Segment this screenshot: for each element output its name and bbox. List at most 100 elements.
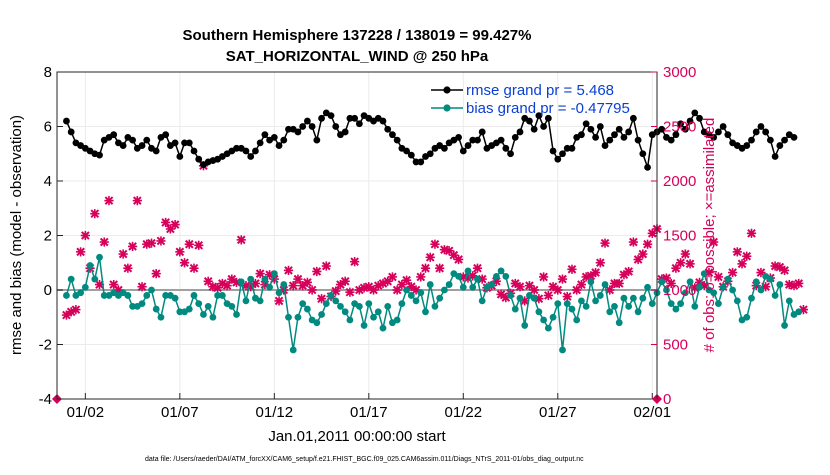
bias-point (752, 278, 760, 286)
bias-point (322, 300, 330, 308)
assimilated-point (175, 247, 185, 257)
bias-point (592, 297, 599, 305)
rmse-point (176, 153, 184, 160)
bias-point (568, 305, 576, 313)
rmse-point (389, 131, 396, 139)
y-tick-label-left: -4 (39, 391, 52, 408)
bias-point (407, 292, 415, 299)
bias-point (318, 311, 325, 318)
assimilated-point (321, 261, 331, 271)
assimilated-point (794, 278, 804, 289)
assimilated-point (425, 252, 435, 262)
assimilated-point (71, 305, 81, 315)
assimilated-point (416, 272, 426, 282)
bias-point (261, 275, 269, 283)
rmse-point (417, 158, 425, 166)
rmse-point (143, 136, 151, 144)
rmse-point (185, 139, 193, 147)
rmse-point (587, 125, 595, 133)
rmse-point (129, 136, 136, 144)
rmse-point (285, 125, 292, 133)
bias-point (129, 302, 136, 310)
rmse-point (530, 125, 538, 133)
rmse-point (615, 125, 623, 133)
rmse-point (403, 147, 411, 155)
assimilated-point (562, 291, 572, 302)
y-tick-label-right: 2500 (663, 119, 696, 136)
rmse-point (351, 114, 359, 122)
bias-point (606, 308, 614, 316)
bias-point (530, 294, 538, 302)
rmse-point (152, 147, 160, 155)
y-tick-label-right: 1500 (663, 228, 696, 245)
rmse-point (710, 134, 718, 141)
assimilated-point (742, 251, 752, 261)
assimilated-point (430, 239, 440, 249)
bias-point (289, 346, 297, 354)
bias-point (157, 313, 165, 321)
y-tick-label-right: 2000 (663, 173, 696, 190)
rmse-point (563, 144, 571, 152)
rmse-point (667, 136, 675, 144)
rmse-point (275, 142, 283, 149)
x-tick-label: 01/12 (256, 404, 294, 421)
assimilated-point (76, 247, 86, 257)
rmse-point (96, 151, 103, 159)
bias-point (242, 297, 250, 305)
assimilated-point (288, 281, 298, 291)
bias-point (502, 272, 510, 280)
rmse-point (327, 112, 335, 119)
bias-point (455, 272, 462, 280)
bias-point (299, 300, 307, 308)
legend-rmse-marker (443, 86, 451, 94)
rmse-point (469, 136, 477, 144)
assimilated-point (539, 272, 549, 282)
rmse-point (464, 142, 472, 149)
assimilated-point (354, 285, 364, 295)
rmse-point (554, 155, 562, 163)
assimilated-point (676, 258, 686, 268)
assimilated-point (312, 266, 322, 277)
chart-title: Southern Hemisphere 137228 / 138019 = 99… (183, 27, 532, 44)
ticks: 01/02 01/07 01/12 01/17 01/22 01/27 02/01 -4 -2 0… (39, 64, 697, 421)
bias-point (185, 305, 193, 313)
bias-point (587, 278, 595, 286)
bias-point (237, 278, 245, 286)
legend: rmse grand pr = 5.468 bias grand pr = -0… (431, 82, 630, 117)
assimilated-point (123, 263, 133, 273)
y-axis-label-right: # of obs: o=possible; ×=assimilated (701, 118, 718, 353)
rmse-point (318, 114, 325, 122)
bias-point (374, 308, 382, 316)
bias-point (162, 292, 170, 299)
bias-point (544, 324, 552, 332)
bias-point (204, 302, 212, 310)
bias-point (441, 286, 448, 294)
rmse-point (611, 131, 618, 139)
rmse-point (776, 142, 784, 149)
rmse-point (119, 142, 127, 149)
bias-point (190, 292, 198, 299)
y-tick-label-right: 500 (663, 337, 688, 354)
bias-point (511, 305, 519, 313)
rmse-point (511, 134, 519, 141)
bias-point (625, 302, 633, 310)
assimilated-point (605, 285, 615, 295)
bias-point (691, 302, 699, 310)
assimilated-point (614, 278, 624, 289)
assimilated-point (402, 275, 412, 285)
y-tick-label-left: 4 (44, 173, 52, 190)
bias-point (497, 267, 505, 275)
rmse-point (771, 153, 779, 160)
rmse-point (596, 123, 604, 130)
assimilated-point (453, 254, 464, 265)
bias-point (63, 292, 70, 299)
bias-point (124, 292, 132, 299)
rmse-point (601, 142, 609, 149)
rmse-point (407, 151, 415, 159)
bias-point (200, 311, 207, 318)
rmse-point (313, 136, 321, 144)
assimilated-point (567, 264, 577, 274)
rmse-point (474, 136, 481, 144)
rmse-point (677, 120, 685, 128)
